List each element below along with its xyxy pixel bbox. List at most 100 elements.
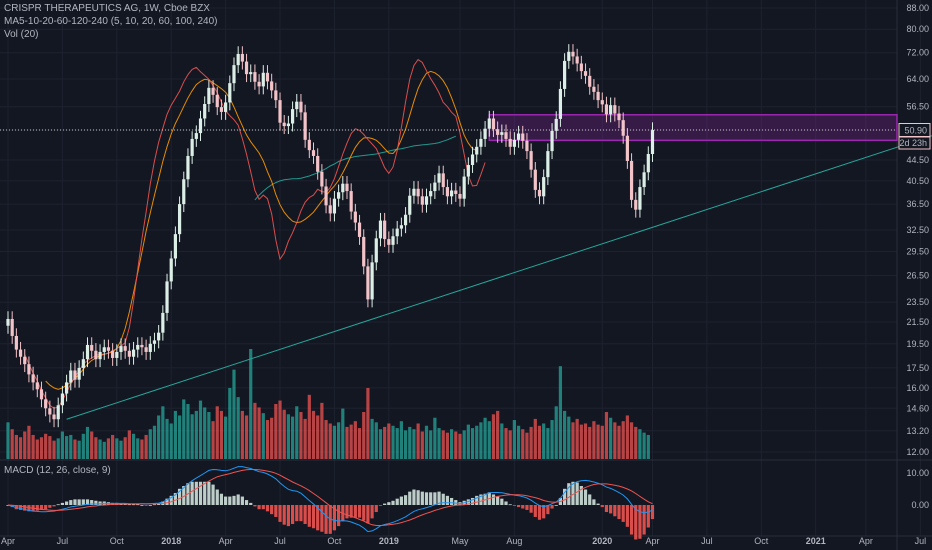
price-tick-label: 17.50 [906,363,929,373]
volume-bar [102,441,106,459]
ma-legend[interactable]: MA5-10-20-60-120-240 (5, 10, 20, 60, 100… [4,16,218,27]
macd-histogram-bar [232,495,236,505]
candle-layer[interactable] [6,44,655,428]
macd-histogram-bar [629,505,634,535]
volume-bar [270,417,274,459]
macd-histogram-bar [140,505,144,506]
candle-body [625,135,629,161]
candle-body [592,86,596,92]
candle-body [169,258,173,282]
volume-bar [106,438,111,459]
candle-body [357,222,362,237]
macd-histogram-bar [190,481,194,505]
candle-body [144,347,148,352]
axis-layer[interactable]: 88.00 80.00 72.00 64.00 56.50 44.50 40.50 36.50… [1,3,931,546]
signal-line [7,469,653,526]
macd-histogram-bar [332,505,337,531]
macd-histogram-bar [483,493,487,505]
volume-bar [44,433,48,459]
time-tick-label: May [451,536,469,546]
macd-histogram-bar [374,505,378,513]
price-tick-label: 21.50 [906,317,929,327]
macd-histogram-bar [642,505,646,535]
macd-histogram-bar [408,491,412,505]
macd-histogram-bar [44,505,48,510]
resistance-zone [488,114,898,142]
volume-bar [94,437,98,459]
macd-histogram-bar [546,505,550,515]
volume-bar [69,434,73,459]
macd-histogram-bar [64,501,69,505]
volume-bar [136,438,140,459]
candle-body [94,350,98,360]
macd-histogram-bar [60,502,65,505]
volume-bar [403,430,408,459]
volume-bar [579,424,583,459]
volume-bar [445,432,450,459]
macd-histogram-bar [307,505,311,527]
macd-histogram-bar [207,481,211,505]
candle-body [236,53,240,66]
macd-histogram-bar [349,505,353,518]
volume-bar [563,410,567,459]
macd-histogram-bar [203,481,207,505]
volume-bar [98,439,102,459]
candle-body [533,169,537,190]
macd-histogram-bar [479,494,483,505]
macd-histogram-bar [303,505,307,525]
candle-body [98,351,102,360]
candle-body [307,139,311,151]
volume-bar [244,415,249,459]
candle-body [186,155,190,180]
chart-title[interactable]: CRISPR THERAPEUTICS AG, 1W, Cboe BZX [4,3,210,14]
candle-body [140,344,144,348]
macd-histogram-bar [563,488,567,505]
macd-histogram-bar [270,505,274,515]
candle-body [542,177,546,197]
candle-body [115,351,119,358]
volume-bar [412,429,416,459]
candle-body [554,118,558,131]
candle-body [194,133,198,139]
macd-histogram-bar [525,505,529,510]
candle-body [295,101,299,110]
volume-bar [299,412,303,459]
candle-body [56,405,60,420]
candle-body [102,347,106,352]
macd-histogram-bar [152,504,157,506]
macd-histogram-bar [521,505,525,509]
candle-body [311,150,316,156]
candle-body [420,196,424,205]
volume-bar [638,429,642,459]
volume-bar [131,433,136,459]
volume-bar [588,426,592,459]
macd-histogram-bar [194,481,198,505]
macd-histogram-bar [144,505,148,506]
macd-histogram-bar [583,489,588,505]
candle-body [320,171,324,187]
volume-bar [232,369,236,459]
candle-body [470,154,475,166]
macd-histogram-bar [596,503,600,505]
volume-bar [450,429,454,459]
volume-bar [416,423,420,459]
volume-bar [542,423,546,459]
macd-histogram-bar [240,496,244,505]
candle-body [6,318,10,326]
volume-bar [646,434,650,459]
macd-histogram-bar [39,505,44,510]
macd-pane[interactable] [6,466,655,540]
price-tick-label: 23.50 [906,297,929,307]
main-legend: CRISPR THERAPEUTICS AG, 1W, Cboe BZX MA5… [4,2,217,41]
volume-bar [353,421,357,459]
candle-body [491,118,496,130]
volume-legend[interactable]: Vol (20) [4,29,39,40]
volume-bar [18,437,23,459]
volume-bar [311,410,316,459]
macd-histogram-bar [650,505,655,520]
macd-histogram-bar [466,499,470,505]
macd-legend[interactable]: MACD (12, 26, close, 9) [4,465,111,476]
candle-body [634,199,638,210]
